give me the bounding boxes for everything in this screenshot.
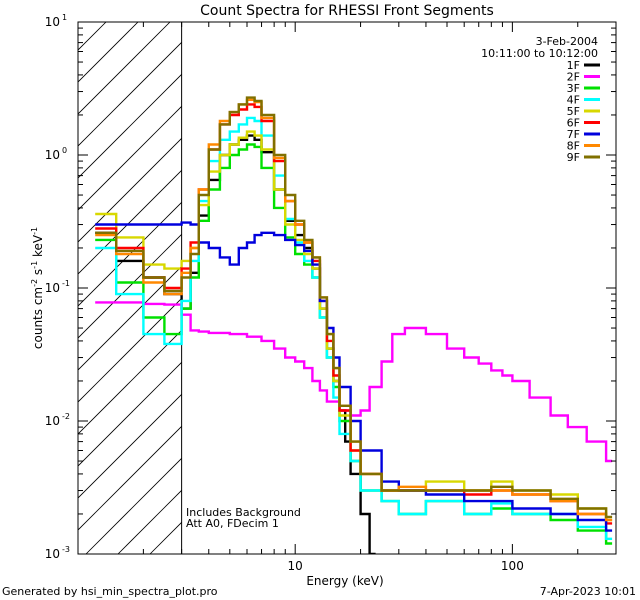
generation-date: 7-Apr-2023 10:01 — [540, 585, 636, 598]
hatch-line — [78, 393, 182, 499]
y-label-exp-2: -1 — [30, 261, 39, 269]
y-tick-exponent: -3 — [62, 545, 70, 554]
hatch-line — [78, 169, 182, 275]
hatch-line — [78, 22, 139, 83]
legend-label-5F: 5F — [567, 105, 580, 118]
hatch-line — [78, 233, 182, 339]
y-label-part-e: keV — [31, 234, 45, 261]
series-line-9F — [95, 96, 613, 519]
plot-frame — [77, 21, 617, 555]
series-line-4F — [95, 116, 613, 540]
hatch-line — [78, 41, 182, 147]
y-tick-exponent: -1 — [62, 279, 70, 288]
legend-label-1F: 1F — [567, 59, 580, 72]
y-label-exp-1: -2 — [30, 279, 39, 287]
y-tick-exponent: 1 — [62, 13, 67, 22]
axis-ticks — [77, 22, 617, 555]
hatch-line — [78, 361, 182, 467]
x-axis-label: Energy (keV) — [306, 574, 383, 588]
y-tick-label: 10 — [45, 148, 60, 162]
series-group — [95, 96, 613, 554]
generated-by-label: Generated by hsi_min_spectra_plot.pro — [2, 585, 218, 598]
time-range-label: 10:11:00 to 10:12:00 — [481, 47, 598, 60]
hatch-line — [78, 22, 171, 115]
chart-title: Count Spectra for RHESSI Front Segments — [200, 3, 494, 19]
series-line-7F — [95, 221, 613, 532]
annotation-background: Includes Background — [186, 506, 301, 519]
legend-label-8F: 8F — [567, 140, 580, 153]
y-tick-exponent: 0 — [62, 146, 67, 155]
hatch-line — [78, 265, 182, 371]
y-tick-label: 10 — [45, 15, 60, 29]
hatch-line — [78, 297, 182, 403]
x-tick-label: 100 — [501, 559, 524, 573]
legend-label-7F: 7F — [567, 128, 580, 141]
hatch-line — [0, 0, 142, 554]
hatch-line — [0, 0, 110, 554]
hatch-line — [78, 329, 182, 435]
y-tick-label: 10 — [45, 281, 60, 295]
y-label-part-c: s — [31, 269, 45, 279]
hatch-line — [78, 201, 182, 307]
hatch-line — [78, 425, 182, 531]
legend-label-2F: 2F — [567, 71, 580, 84]
y-label-exp-3: -1 — [30, 227, 39, 235]
y-label-part-a: counts cm — [31, 287, 45, 349]
y-tick-label: 10 — [45, 547, 60, 561]
y-axis-label: counts cm-2 s-1 keV-1 — [30, 227, 45, 349]
y-tick-label: 10 — [45, 414, 60, 428]
series-line-2F — [95, 301, 613, 463]
legend-label-6F: 6F — [567, 117, 580, 130]
x-tick-label: 10 — [288, 559, 303, 573]
series-line-8F — [95, 98, 613, 522]
date-label: 3-Feb-2004 — [536, 35, 598, 48]
y-tick-exponent: -2 — [62, 412, 70, 421]
hatch-line — [85, 457, 182, 554]
annotation-attenuator: Att A0, FDecim 1 — [186, 517, 279, 530]
hatch-line — [78, 105, 182, 211]
legend-label-4F: 4F — [567, 94, 580, 107]
legend-label-9F: 9F — [567, 151, 580, 164]
hatch-line — [246, 0, 640, 554]
legend-label-3F: 3F — [567, 82, 580, 95]
